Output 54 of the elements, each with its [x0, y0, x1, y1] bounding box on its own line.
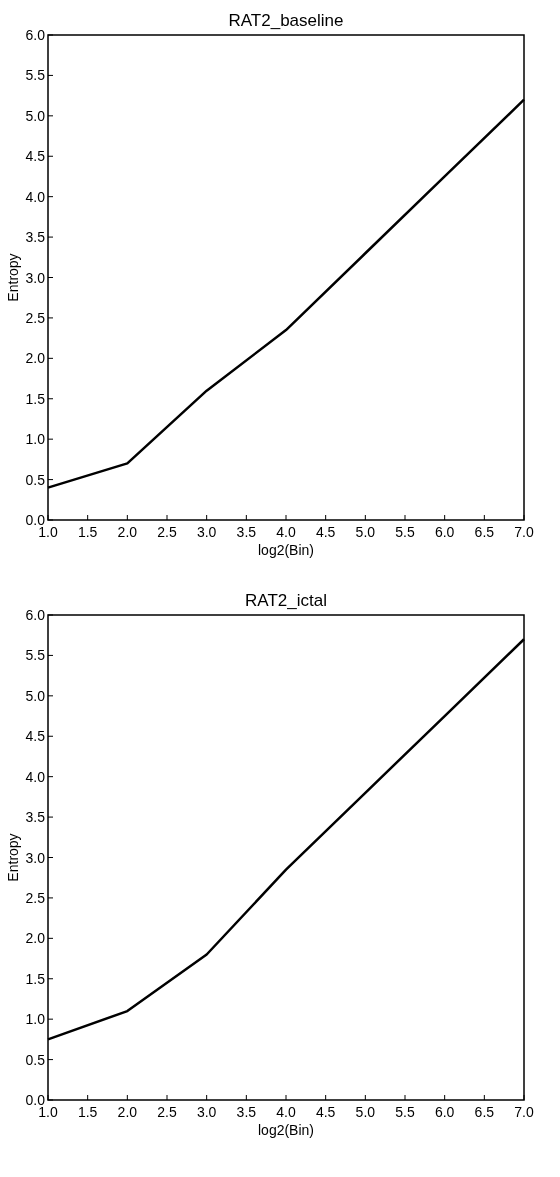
y-tick-label: 5.5	[25, 647, 46, 664]
chart-title: RAT2_ictal	[245, 591, 327, 610]
y-tick-label: 1.0	[25, 1011, 46, 1028]
y-tick-label: 6.0	[25, 27, 46, 43]
x-tick-label: 3.5	[236, 524, 257, 540]
x-tick-label: 5.0	[355, 1104, 376, 1120]
x-tick-label: 4.0	[276, 524, 296, 540]
y-tick-label: 3.0	[25, 849, 46, 866]
x-tick-label: 5.5	[395, 1104, 415, 1120]
x-tick-label: 7.0	[514, 1104, 534, 1120]
y-tick-label: 2.5	[25, 309, 46, 326]
y-axis-title: Entropy	[5, 833, 21, 882]
x-axis-title: log2(Bin)	[257, 1122, 315, 1138]
x-tick-label: 6.5	[474, 1104, 495, 1120]
y-tick-label: 0.5	[25, 1051, 46, 1068]
y-tick-label: 6.0	[25, 607, 46, 623]
x-tick-label: 3.0	[196, 524, 217, 540]
x-tick-label: 6.5	[474, 524, 495, 540]
y-tick-label: 2.0	[25, 350, 46, 367]
x-tick-label: 2.0	[117, 524, 138, 540]
x-tick-label: 6.0	[434, 1104, 455, 1120]
x-tick-label: 2.5	[157, 1104, 177, 1120]
x-tick-label: 5.5	[395, 524, 415, 540]
y-tick-label: 2.0	[25, 930, 46, 947]
x-tick-label: 1.5	[77, 524, 98, 540]
x-tick-label: 1.5	[77, 1104, 98, 1120]
x-tick-label: 5.0	[355, 524, 376, 540]
y-tick-label: 2.5	[25, 889, 46, 906]
x-tick-label: 7.0	[514, 524, 534, 540]
y-tick-label: 0.5	[25, 471, 46, 488]
x-tick-label: 4.5	[315, 524, 336, 540]
x-axis-title: log2(Bin)	[257, 542, 315, 558]
y-tick-label: 1.5	[25, 970, 46, 987]
x-tick-label: 2.0	[117, 1104, 138, 1120]
y-tick-label: 3.5	[25, 229, 46, 246]
x-tick-label: 4.5	[315, 1104, 336, 1120]
y-tick-label: 4.0	[25, 768, 46, 785]
y-tick-label: 4.5	[25, 728, 46, 745]
y-tick-label: 5.0	[25, 107, 46, 124]
y-tick-label: 3.0	[25, 269, 46, 286]
y-axis-title: Entropy	[5, 253, 21, 302]
chart-title: RAT2_baseline	[228, 11, 344, 30]
x-tick-label: 4.0	[276, 1104, 296, 1120]
x-tick-label: 3.0	[196, 1104, 217, 1120]
x-tick-label: 3.5	[236, 1104, 257, 1120]
y-tick-label: 1.0	[25, 431, 46, 448]
y-tick-label: 4.0	[25, 188, 46, 205]
x-tick-label: 6.0	[434, 524, 455, 540]
y-tick-label: 5.0	[25, 687, 46, 704]
y-tick-label: 4.5	[25, 148, 46, 165]
y-tick-label: 5.5	[25, 67, 46, 84]
y-tick-label: 1.5	[25, 390, 46, 407]
y-tick-label: 3.5	[25, 809, 46, 826]
x-tick-label: 2.5	[157, 524, 177, 540]
